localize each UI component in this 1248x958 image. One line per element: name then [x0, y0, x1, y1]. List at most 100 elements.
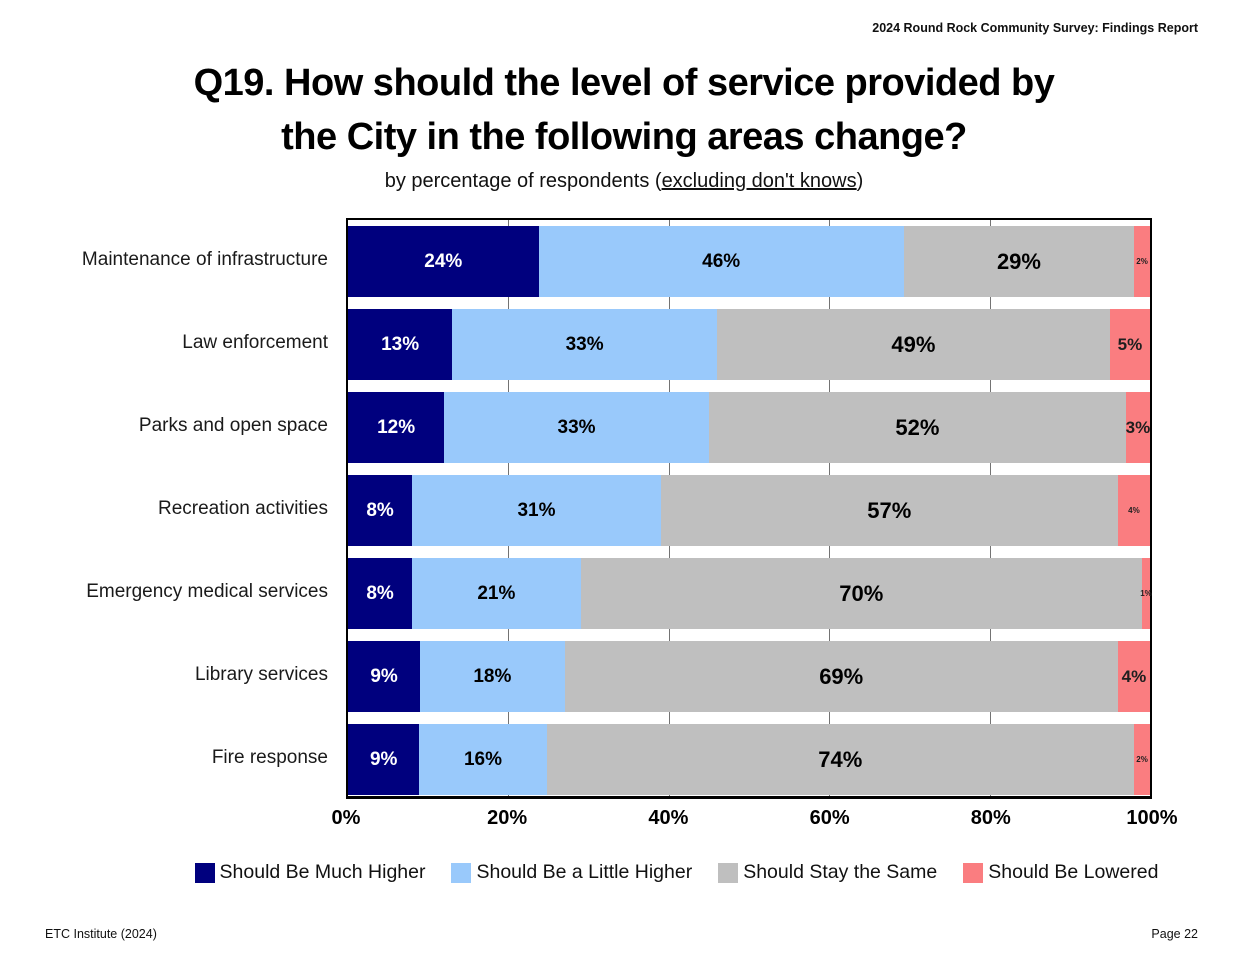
bar-value-label: 13% — [381, 333, 420, 355]
bar-segment: 16% — [419, 724, 547, 795]
bar-value-label: 70% — [839, 580, 884, 606]
bar-segment: 33% — [452, 309, 717, 380]
bar-value-label: 2% — [1136, 257, 1148, 266]
bar-segment: 57% — [660, 475, 1118, 546]
chart-legend: Should Be Much Higher Should Be a Little … — [0, 861, 1248, 884]
x-axis-tick-label: 0% — [331, 807, 361, 829]
category-label: Recreation activities — [157, 497, 328, 519]
bar-value-label: 9% — [370, 665, 398, 687]
bar-value-label: 69% — [819, 663, 864, 689]
x-axis-tick-label: 20% — [487, 807, 528, 829]
bar-value-label: 52% — [895, 414, 940, 440]
stacked-bar-chart: Maintenance of infrastructure Law enforce… — [40, 218, 1178, 843]
bar-segment: 49% — [716, 309, 1110, 380]
bar-value-label: 18% — [473, 665, 512, 687]
legend-label: Should Be Lowered — [988, 861, 1159, 883]
legend-item: Should Stay the Same — [718, 861, 937, 884]
legend-item: Should Be Lowered — [963, 861, 1158, 884]
legend-swatch — [963, 862, 984, 883]
bar-value-label: 49% — [891, 331, 936, 357]
x-axis: 0% 20% 40% 60% 80% 100% — [332, 807, 1178, 843]
chart-subtitle-underlined: excluding don't knows — [661, 170, 857, 192]
x-axis-tick-label: 40% — [648, 807, 689, 829]
bar-segment: 8% — [348, 558, 413, 629]
legend-label: Should Stay the Same — [743, 861, 938, 883]
bar-value-label: 24% — [424, 250, 463, 272]
category-label: Library services — [194, 663, 328, 685]
bar-segment: 24% — [348, 226, 539, 297]
bar-value-label: 57% — [867, 497, 912, 523]
bar-segment: 5% — [1109, 309, 1150, 380]
category-label: Fire response — [211, 746, 328, 768]
chart-subtitle-prefix: by percentage of respondents ( — [384, 170, 662, 192]
bar-value-label: 46% — [702, 250, 741, 272]
chart-title: Q19. How should the level of service pro… — [0, 56, 1248, 164]
category-label: Emergency medical services — [86, 580, 328, 602]
bar-segment: 13% — [348, 309, 453, 380]
bar-segment: 33% — [444, 392, 709, 463]
plot-column: 24% 46% 29% 2% 13% 33% 49% 5% 12% 33% 52% 3% 8% 31% 57… — [332, 218, 1178, 843]
bar-value-label: 33% — [565, 333, 604, 355]
plot-area: 24% 46% 29% 2% 13% 33% 49% 5% 12% 33% 52% 3% 8% 31% 57… — [346, 218, 1152, 799]
chart-subtitle: by percentage of respondents (excluding … — [0, 170, 1248, 193]
x-axis-tick-label: 80% — [970, 807, 1011, 829]
chart-row: 24% 46% 29% 2% — [348, 220, 1150, 303]
bar-segment: 1% — [1140, 558, 1152, 629]
category-label: Maintenance of infrastructure — [81, 248, 328, 270]
chart-row: 13% 33% 49% 5% — [348, 303, 1150, 386]
bar-value-label: 1% — [1140, 589, 1152, 598]
bar-value-label: 2% — [1136, 755, 1148, 764]
chart-subtitle-suffix: ) — [856, 170, 864, 192]
category-label: Parks and open space — [138, 414, 328, 436]
chart-title-line1: Q19. How should the level of service pro… — [193, 62, 1055, 104]
chart-row: 9% 16% 74% 2% — [348, 718, 1150, 801]
bar-value-label: 5% — [1117, 334, 1143, 354]
bar-value-label: 29% — [996, 248, 1041, 274]
bar-value-label: 9% — [369, 748, 398, 770]
chart-row: 8% 31% 57% 4% — [348, 469, 1150, 552]
bar-segment: 8% — [348, 475, 413, 546]
chart-row: 8% 21% 70% 1% — [348, 552, 1152, 635]
bar-value-label: 8% — [366, 582, 394, 604]
footer-source: ETC Institute (2024) — [45, 927, 157, 941]
category-labels-column: Maintenance of infrastructure Law enforce… — [40, 218, 346, 843]
bar-segment: 29% — [903, 226, 1135, 297]
bar-segment: 9% — [348, 641, 421, 712]
legend-item: Should Be a Little Higher — [451, 861, 692, 884]
bar-segment: 2% — [1134, 724, 1150, 795]
legend-label: Should Be Much Higher — [219, 861, 426, 883]
legend-swatch — [718, 862, 739, 883]
x-axis-tick-label: 100% — [1126, 807, 1178, 829]
bar-value-label: 4% — [1128, 506, 1140, 515]
bar-segment: 69% — [564, 641, 1118, 712]
bar-segment: 9% — [348, 724, 420, 795]
footer-page-number: Page 22 — [1151, 927, 1198, 941]
chart-row: 9% 18% 69% 4% — [348, 635, 1150, 718]
bar-segment: 52% — [708, 392, 1126, 463]
bar-value-label: 4% — [1121, 666, 1147, 686]
bar-value-label: 33% — [557, 416, 596, 438]
chart-row: 12% 33% 52% 3% — [348, 386, 1150, 469]
bar-segment: 74% — [546, 724, 1135, 795]
x-axis-tick-label: 60% — [809, 807, 850, 829]
legend-item: Should Be Much Higher — [194, 861, 426, 884]
bar-segment: 18% — [420, 641, 565, 712]
bar-segment: 31% — [412, 475, 661, 546]
bar-value-label: 8% — [366, 499, 394, 521]
bar-value-label: 16% — [463, 748, 502, 770]
report-header-title: 2024 Round Rock Community Survey: Findin… — [872, 21, 1198, 35]
category-label: Law enforcement — [182, 331, 328, 353]
chart-title-line2: the City in the following areas change? — [281, 116, 967, 158]
bar-segment: 21% — [412, 558, 581, 629]
bar-segment: 12% — [348, 392, 445, 463]
legend-swatch — [194, 862, 215, 883]
bar-value-label: 74% — [818, 746, 863, 772]
bar-segment: 46% — [538, 226, 904, 297]
bar-value-label: 3% — [1125, 417, 1151, 437]
bar-value-label: 31% — [517, 499, 556, 521]
legend-label: Should Be a Little Higher — [476, 861, 693, 883]
bar-segment: 3% — [1126, 392, 1150, 463]
bar-segment: 70% — [580, 558, 1142, 629]
bar-value-label: 21% — [477, 582, 516, 604]
legend-swatch — [451, 862, 472, 883]
